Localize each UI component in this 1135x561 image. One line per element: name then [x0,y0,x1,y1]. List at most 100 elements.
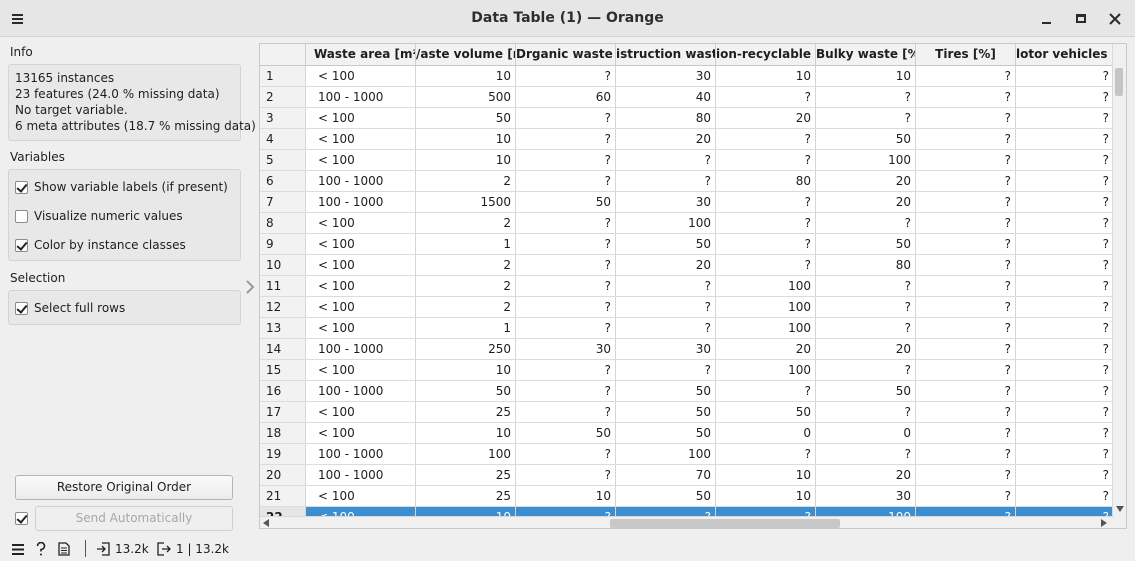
table-cell[interactable]: ? [616,297,716,317]
table-cell[interactable]: ? [516,213,616,233]
table-cell[interactable]: < 100 [314,234,416,254]
table-cell[interactable]: ? [916,318,1016,338]
table-cell[interactable]: 100 [616,213,716,233]
table-cell[interactable]: 10 [716,486,816,506]
table-cell[interactable]: 2 [416,255,516,275]
table-cell[interactable]: 100 - 1000 [314,339,416,359]
table-cell[interactable]: ? [1016,381,1114,401]
row-index[interactable]: 13 [260,318,306,338]
table-row[interactable]: 2 100 - 1000 500 60 40???? [260,87,1126,108]
table-cell[interactable]: ? [816,276,916,296]
table-cell[interactable]: 1500 [416,192,516,212]
table-cell[interactable]: ? [516,444,616,464]
table-cell[interactable]: ? [916,486,1016,506]
table-cell[interactable]: ? [1016,465,1114,485]
row-index[interactable]: 7 [260,192,306,212]
vertical-scrollbar[interactable] [1112,44,1126,528]
row-index[interactable]: 4 [260,129,306,149]
table-cell[interactable]: ? [916,213,1016,233]
table-cell[interactable]: 2 [416,297,516,317]
table-cell[interactable]: ? [1016,66,1114,86]
table-cell[interactable]: 10 [416,360,516,380]
row-index[interactable]: 15 [260,360,306,380]
table-row[interactable]: 1 < 100 10? 30 10 10?? [260,66,1126,87]
table-cell[interactable]: 10 [516,486,616,506]
visualize-numeric-checkbox[interactable]: Visualize numeric values [15,207,183,225]
table-cell[interactable]: ? [516,318,616,338]
table-cell[interactable]: ? [516,255,616,275]
table-cell[interactable]: ? [916,171,1016,191]
row-index[interactable]: 8 [260,213,306,233]
table-cell[interactable]: 40 [616,87,716,107]
table-cell[interactable]: 0 [716,423,816,443]
table-cell[interactable]: ? [516,381,616,401]
row-index[interactable]: 6 [260,171,306,191]
row-index[interactable]: 17 [260,402,306,422]
checkbox-icon[interactable] [15,180,28,194]
table-cell[interactable]: ? [916,465,1016,485]
column-header[interactable]: Waste area [m²] [314,44,416,65]
send-automatically-button[interactable]: Send Automatically [35,506,233,531]
table-cell[interactable]: ? [1016,108,1114,128]
table-cell[interactable]: 2 [416,213,516,233]
table-cell[interactable]: 100 - 1000 [314,444,416,464]
table-cell[interactable]: ? [916,444,1016,464]
table-row[interactable]: 8 < 100 2? 100???? [260,213,1126,234]
table-cell[interactable]: 50 [516,192,616,212]
table-row[interactable]: 10 < 100 2? 20? 80?? [260,255,1126,276]
table-cell[interactable]: ? [1016,339,1114,359]
row-index[interactable]: 16 [260,381,306,401]
table-cell[interactable]: ? [716,213,816,233]
table-cell[interactable]: ? [1016,276,1114,296]
column-header[interactable]: Tires [%] [916,44,1016,65]
vertical-scroll-thumb[interactable] [1115,68,1123,96]
table-cell[interactable]: 100 [716,318,816,338]
table-cell[interactable]: < 100 [314,360,416,380]
row-index[interactable]: 18 [260,423,306,443]
checkbox-icon[interactable] [15,301,28,315]
table-cell[interactable]: 250 [416,339,516,359]
table-cell[interactable]: ? [916,381,1016,401]
table-cell[interactable]: 20 [816,465,916,485]
table-cell[interactable]: ? [516,108,616,128]
table-cell[interactable]: ? [1016,234,1114,254]
send-automatically-checkbox[interactable] [15,512,28,525]
table-row[interactable]: 19 100 - 1000 100? 100???? [260,444,1126,465]
table-cell[interactable]: 50 [616,381,716,401]
table-cell[interactable]: 100 [716,297,816,317]
table-cell[interactable]: ? [716,192,816,212]
table-row[interactable]: 12 < 100 2?? 100??? [260,297,1126,318]
minimize-icon[interactable] [1036,8,1058,30]
checkbox-icon[interactable] [15,209,28,223]
table-cell[interactable]: ? [1016,87,1114,107]
table-cell[interactable]: < 100 [314,297,416,317]
table-cell[interactable]: ? [1016,297,1114,317]
table-cell[interactable]: 25 [416,486,516,506]
table-row[interactable]: 21 < 100 25 10 50 10 30?? [260,486,1126,507]
table-cell[interactable]: 100 - 1000 [314,465,416,485]
table-cell[interactable]: 50 [816,234,916,254]
table-cell[interactable]: 50 [616,423,716,443]
table-cell[interactable]: 0 [816,423,916,443]
column-header[interactable]: ion-recyclable w [716,44,816,65]
table-cell[interactable]: ? [716,255,816,275]
table-cell[interactable]: 100 [716,360,816,380]
scroll-left-icon[interactable] [263,519,269,527]
table-cell[interactable]: ? [816,318,916,338]
row-index[interactable]: 12 [260,297,306,317]
table-row[interactable]: 7 100 - 1000 1500 50 30? 20?? [260,192,1126,213]
select-full-rows-checkbox[interactable]: Select full rows [15,299,125,317]
row-index[interactable]: 19 [260,444,306,464]
table-cell[interactable]: < 100 [314,108,416,128]
table-cell[interactable]: ? [916,108,1016,128]
table-row[interactable]: 13 < 100 1?? 100??? [260,318,1126,339]
table-cell[interactable]: ? [816,297,916,317]
report-icon[interactable] [58,541,70,557]
row-index[interactable]: 1 [260,66,306,86]
table-cell[interactable]: ? [1016,444,1114,464]
close-icon[interactable] [1104,8,1126,30]
table-cell[interactable]: 50 [716,402,816,422]
status-menu-icon[interactable] [12,541,24,557]
table-cell[interactable]: ? [616,360,716,380]
table-cell[interactable]: ? [816,213,916,233]
